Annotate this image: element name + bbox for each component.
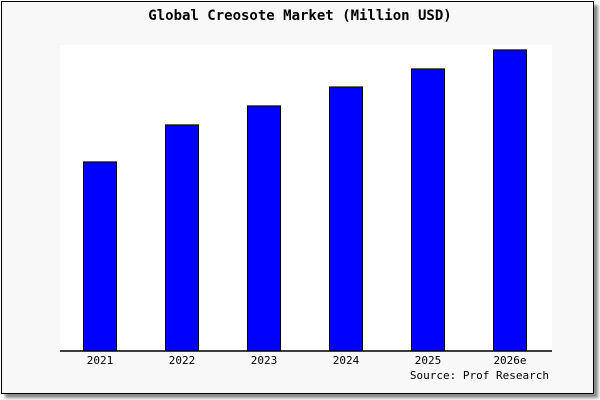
chart-title: Global Creosote Market (Million USD): [148, 8, 451, 24]
bar-2025: [411, 68, 445, 352]
x-tick-label: 2023: [251, 354, 278, 367]
x-tick-label: 2024: [333, 354, 360, 367]
source-note: Source: Prof Research: [410, 369, 549, 382]
bar-2022: [165, 124, 199, 352]
x-tick-label: 2021: [87, 354, 114, 367]
plot-area: [60, 45, 552, 351]
x-tick-label: 2022: [169, 354, 196, 367]
bar-2026e: [493, 49, 527, 352]
bar-2021: [83, 161, 117, 352]
x-tick-label: 2026e: [493, 354, 526, 367]
bar-2023: [247, 105, 281, 352]
x-tick-label: 2025: [415, 354, 442, 367]
bar-2024: [329, 86, 363, 352]
